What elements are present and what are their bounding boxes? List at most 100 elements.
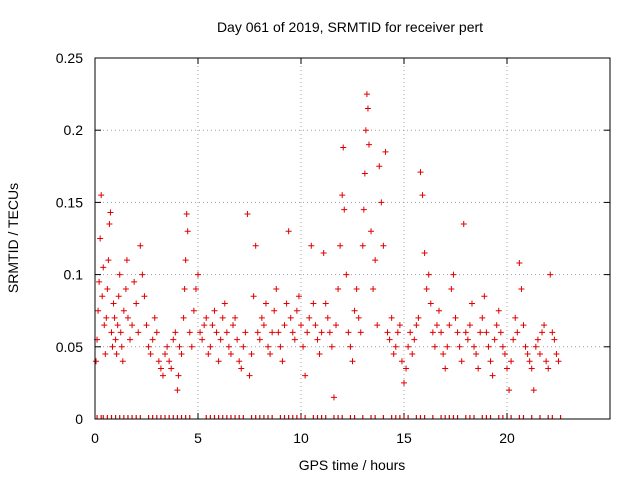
data-point [483,329,490,336]
data-point [236,358,243,365]
data-point [339,192,346,199]
data-point [118,343,125,350]
data-point [143,322,150,329]
data-point [347,343,354,350]
data-point [541,322,548,329]
data-point [252,242,259,249]
data-point [250,293,257,300]
data-point [438,329,445,336]
data-point [468,300,475,307]
data-point [97,235,104,242]
y-tick-label: 0.2 [64,122,84,138]
data-point [444,343,451,350]
data-point [159,372,166,379]
data-point [273,286,280,293]
data-point [355,314,362,321]
data-point [119,358,126,365]
data-point [172,329,179,336]
data-point [269,329,276,336]
data-point [382,148,389,155]
data-point [312,322,319,329]
data-point [101,322,108,329]
data-point [328,343,335,350]
data-point [539,329,546,336]
data-point [530,387,537,394]
data-point [149,336,156,343]
data-point [479,314,486,321]
data-point [201,322,208,329]
data-point [170,336,177,343]
data-point [260,322,267,329]
data-point [398,358,405,365]
data-point [109,343,116,350]
data-point [227,351,234,358]
data-point [267,351,274,358]
data-point [464,336,471,343]
data-point [181,286,188,293]
data-point [320,249,327,256]
y-axis-label: SRMTID / TECUs [5,183,21,293]
data-point [532,343,539,350]
data-point [499,343,506,350]
data-point [230,322,237,329]
data-point [392,343,399,350]
data-point [423,286,430,293]
data-point [262,300,269,307]
data-point [275,329,282,336]
data-point [175,372,182,379]
data-point [489,372,496,379]
data-point [506,387,513,394]
data-point [337,242,344,249]
data-point [516,260,523,267]
data-point [122,286,129,293]
data-point [326,329,333,336]
data-point [225,343,232,350]
data-point [180,314,187,321]
data-point [522,343,529,350]
data-point [386,336,393,343]
data-point [497,329,504,336]
data-point [361,170,368,177]
data-point [166,358,173,365]
data-point [135,329,142,336]
data-point [133,300,140,307]
data-point [357,329,364,336]
data-point [316,351,323,358]
data-point [405,343,412,350]
x-tick-label: 10 [293,430,309,446]
data-point [380,242,387,249]
data-point [256,336,263,343]
data-point [285,228,292,235]
data-point [178,351,185,358]
data-point [374,322,381,329]
data-point [491,336,498,343]
data-point [203,314,210,321]
data-point [103,314,110,321]
data-point [359,242,366,249]
data-point [471,343,478,350]
data-point [248,351,255,358]
data-point [137,242,144,249]
data-point [427,300,434,307]
data-point [306,314,313,321]
data-point [421,249,428,256]
data-point [514,329,521,336]
data-point [446,322,453,329]
data-point [186,329,193,336]
data-point [289,329,296,336]
data-point [117,329,124,336]
x-tick-label: 5 [194,430,202,446]
data-point [370,286,377,293]
points-layer [93,91,562,419]
data-point [372,257,379,264]
data-point [415,314,422,321]
data-point [281,322,288,329]
data-point [176,343,183,350]
data-point [401,379,407,386]
data-point [318,329,325,336]
data-point [190,307,197,314]
data-point [363,91,370,98]
data-point [147,351,154,358]
data-point [495,307,502,314]
data-point [265,343,272,350]
